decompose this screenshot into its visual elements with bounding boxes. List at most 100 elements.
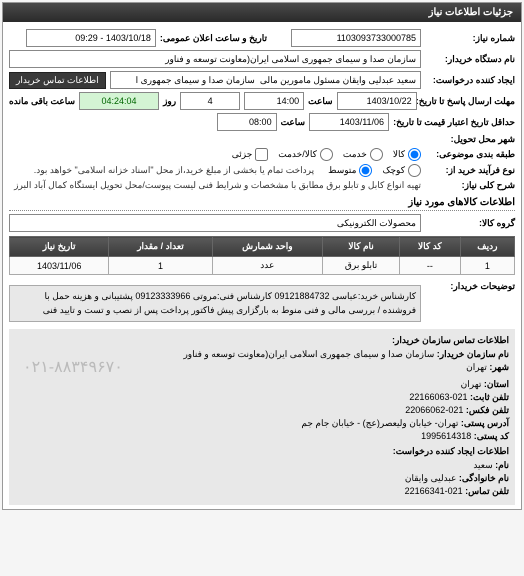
fax-value: 021-22066062: [405, 405, 463, 415]
contact-header: اطلاعات تماس سازمان خریدار:: [15, 335, 509, 346]
col-unit: واحد شمارش: [212, 237, 323, 257]
province-value: تهران: [461, 379, 482, 389]
city-value: تهران: [466, 362, 487, 372]
org-value: سازمان صدا و سیمای جمهوری اسلامی ایران(م…: [183, 349, 434, 359]
cell-name: تابلو برق: [323, 257, 400, 275]
main-panel: جزئیات اطلاعات نیاز شماره نیاز: تاریخ و …: [2, 2, 522, 510]
reply-time-label: ساعت: [308, 96, 333, 107]
need-title-text: تهیه انواع کابل و تابلو برق مطابق با مشخ…: [9, 180, 421, 191]
days-label: روز: [163, 96, 176, 107]
table-row: 1 -- تابلو برق عدد 1 1403/11/06: [10, 257, 515, 275]
buyer-desc-label: توضیحات خریدار:: [425, 281, 515, 292]
org-label: نام سازمان خریدار:: [437, 349, 509, 359]
price-date-input: [309, 113, 389, 131]
creator-label: ایجاد کننده درخواست:: [425, 75, 515, 86]
creator-input: [110, 71, 421, 89]
days-input: [180, 92, 240, 110]
requester-label: نام دستگاه خریدار:: [425, 54, 515, 65]
contact-contact-phone: تلفن تماس: 021-22166341: [15, 486, 509, 497]
name-label: نام:: [495, 460, 509, 470]
contact-phone-value: 021-22166341: [405, 486, 463, 496]
contact-fax: تلفن فکس: 021-22066062: [15, 405, 509, 416]
creator-header: اطلاعات ایجاد کننده درخواست:: [15, 446, 509, 457]
contact-postal-code: کد پستی: 1995614318: [15, 431, 509, 442]
cell-code: --: [400, 257, 461, 275]
cell-row: 1: [460, 257, 514, 275]
need-number-input: [291, 29, 421, 47]
province-label: استان:: [484, 379, 509, 389]
col-name: نام کالا: [323, 237, 400, 257]
announce-input: [26, 29, 156, 47]
row-price-validity: حداقل تاریخ اعتبار قیمت تا تاریخ: ساعت: [9, 113, 515, 131]
packing-label: طبقه بندی موضوعی:: [425, 149, 515, 160]
col-date: تاریخ نیاز: [10, 237, 109, 257]
buy-process-label: نوع فرآیند خرید از:: [425, 165, 515, 176]
countdown-input: [79, 92, 159, 110]
row-requester: نام دستگاه خریدار:: [9, 50, 515, 68]
goods-group-label: گروه کالا:: [425, 218, 515, 229]
contact-province: استان: تهران: [15, 379, 509, 390]
packing-radio-service[interactable]: [320, 148, 333, 161]
row-goods-group: گروه کالا:: [9, 214, 515, 232]
row-buy-process: نوع فرآیند خرید از: کوچک متوسط پرداخت تم…: [9, 164, 515, 177]
postal-code-value: 1995614318: [421, 431, 471, 441]
buyer-desc-text: کارشناس خرید:عباسی 09121884732 کارشناس ف…: [9, 285, 421, 322]
packing-check-partial[interactable]: [255, 148, 268, 161]
need-number-label: شماره نیاز:: [425, 33, 515, 44]
buy-radio-medium[interactable]: [359, 164, 372, 177]
reply-time-input: [244, 92, 304, 110]
name-value: سعید: [473, 460, 492, 470]
reply-deadline-label: مهلت ارسال پاسخ تا تاریخ:: [421, 96, 515, 107]
contact-phone: تلفن ثابت: 021-22166063: [15, 392, 509, 403]
reply-date-input: [337, 92, 417, 110]
price-time-input: [217, 113, 277, 131]
delivery-city-label: شهر محل تحویل:: [425, 134, 515, 145]
packing-check-label: جزئی: [232, 149, 253, 160]
row-creator: ایجاد کننده درخواست: اطلاعات تماس خریدار: [9, 71, 515, 89]
contact-name: نام: سعید: [15, 460, 509, 471]
buy-radio-group: کوچک متوسط: [328, 164, 421, 177]
family-value: عبدلیی وایقان: [405, 473, 457, 483]
row-delivery-city: شهر محل تحویل:: [9, 134, 515, 145]
contact-postal-addr: آدرس پستی: تهران- خیابان ولیعصر(عج) - خی…: [15, 418, 509, 429]
packing-goods-label: خدمت: [343, 149, 367, 160]
panel-body: شماره نیاز: تاریخ و ساعت اعلان عمومی: نا…: [3, 22, 521, 509]
packing-radio-group: کالا خدمت کالا/خدمت جزئی: [232, 148, 421, 161]
requester-input: [9, 50, 421, 68]
row-reply-deadline: مهلت ارسال پاسخ تا تاریخ: ساعت روز ساعت …: [9, 92, 515, 110]
goods-section-title: اطلاعات کالاهای مورد نیاز: [9, 197, 515, 211]
announce-label: تاریخ و ساعت اعلان عمومی:: [160, 33, 267, 44]
phone-large: ۰۲۱-۸۸۳۴۹۶۷۰: [15, 357, 509, 377]
panel-title: جزئیات اطلاعات نیاز: [3, 3, 521, 22]
buy-note: پرداخت تمام یا بخشی از مبلغ خرید،از محل …: [34, 165, 314, 176]
col-qty: تعداد / مقدار: [109, 237, 212, 257]
price-validity-label: حداقل تاریخ اعتبار قیمت تا تاریخ:: [393, 117, 515, 128]
remaining-label: ساعت باقی مانده: [9, 96, 75, 107]
row-need-title: شرح کلی نیاز: تهیه انواع کابل و تابلو بر…: [9, 180, 515, 191]
family-label: نام خانوادگی:: [459, 473, 509, 483]
row-need-number: شماره نیاز: تاریخ و ساعت اعلان عمومی:: [9, 29, 515, 47]
price-time-label: ساعت: [281, 117, 306, 128]
cell-date: 1403/11/06: [10, 257, 109, 275]
need-title-label: شرح کلی نیاز:: [425, 180, 515, 191]
postal-code-label: کد پستی:: [474, 431, 509, 441]
row-packing: طبقه بندی موضوعی: کالا خدمت کالا/خدمت جز…: [9, 148, 515, 161]
goods-table: ردیف کد کالا نام کالا واحد شمارش تعداد /…: [9, 236, 515, 275]
fax-label: تلفن فکس:: [466, 405, 509, 415]
contact-phone-label: تلفن تماس:: [465, 486, 509, 496]
buy-radio-small[interactable]: [408, 164, 421, 177]
phone-value: 021-22166063: [409, 392, 467, 402]
packing-all-label: کالا: [393, 149, 405, 160]
packing-radio-goods[interactable]: [370, 148, 383, 161]
postal-addr-label: آدرس پستی:: [461, 418, 509, 428]
postal-addr-value: تهران- خیابان ولیعصر(عج) - خیابان جام جم: [301, 418, 458, 428]
packing-radio-all[interactable]: [408, 148, 421, 161]
phone-label: تلفن ثابت:: [470, 392, 509, 402]
cell-qty: 1: [109, 257, 212, 275]
city-label: شهر:: [489, 362, 509, 372]
cell-unit: عدد: [212, 257, 323, 275]
col-code: کد کالا: [400, 237, 461, 257]
contact-family: نام خانوادگی: عبدلیی وایقان: [15, 473, 509, 484]
contact-buyer-button[interactable]: اطلاعات تماس خریدار: [9, 72, 106, 89]
buy-small-label: کوچک: [382, 165, 405, 176]
